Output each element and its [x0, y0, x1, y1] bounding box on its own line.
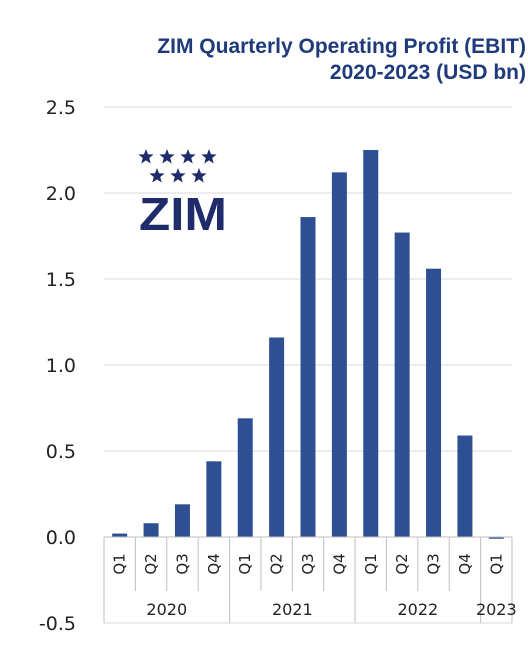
year-label: 2022	[397, 600, 438, 619]
bar	[174, 504, 190, 537]
star-icon	[170, 168, 186, 183]
chart-title-line2: 2020-2023 (USD bn)	[329, 61, 526, 84]
star-icon	[159, 149, 175, 164]
y-axis-ticks: 2.5 2.0 1.5 1.0 0.5 0.0 -0.5	[39, 97, 76, 635]
star-icon	[149, 168, 165, 183]
y-tick-label: 2.5	[46, 97, 76, 119]
star-icon	[201, 149, 217, 164]
category-label: Q1	[362, 553, 380, 574]
zim-logo: ZIM	[138, 149, 227, 240]
category-label: Q2	[268, 553, 286, 574]
year-label: 2023	[476, 600, 517, 619]
star-icon	[191, 168, 207, 183]
y-tick-label: -0.5	[39, 613, 76, 635]
category-label: Q2	[393, 553, 411, 574]
chart-title-line1: ZIM Quarterly Operating Profit (EBIT)	[157, 35, 526, 58]
bar	[112, 533, 128, 537]
year-label: 2020	[146, 600, 187, 619]
y-tick-label: 2.0	[46, 183, 76, 205]
y-tick-label: 1.0	[46, 355, 76, 377]
bar	[488, 537, 504, 539]
bars	[112, 150, 504, 539]
bar	[457, 435, 473, 537]
y-tick-label: 1.5	[46, 269, 76, 291]
year-label: 2021	[272, 600, 313, 619]
star-icon	[180, 149, 196, 164]
bar	[394, 232, 410, 537]
category-label: Q3	[173, 553, 191, 574]
gridlines	[104, 106, 512, 624]
bar	[331, 172, 347, 538]
category-label: Q1	[111, 553, 129, 574]
category-label: Q2	[142, 553, 160, 574]
category-label: Q3	[425, 553, 443, 574]
category-label: Q3	[299, 553, 317, 574]
category-label: Q1	[236, 553, 254, 574]
category-label: Q4	[456, 553, 474, 574]
category-label: Q4	[330, 553, 348, 574]
category-label: Q4	[205, 553, 223, 574]
category-label: Q1	[487, 553, 505, 574]
bar	[143, 523, 159, 537]
category-axis: Q1 Q2 Q3 Q4 Q1 Q2 Q3 Q4 Q1 Q2 Q3 Q4 Q1 2020 2021 2022 20…	[103, 536, 517, 623]
bar	[237, 418, 253, 537]
star-icon	[138, 149, 154, 164]
bar	[300, 217, 316, 537]
bar	[269, 337, 285, 537]
y-tick-label: 0.5	[46, 441, 76, 463]
logo-text: ZIM	[139, 188, 227, 240]
bar	[426, 268, 442, 537]
bar	[363, 150, 379, 537]
y-tick-label: 0.0	[46, 527, 76, 549]
bar	[206, 461, 222, 537]
